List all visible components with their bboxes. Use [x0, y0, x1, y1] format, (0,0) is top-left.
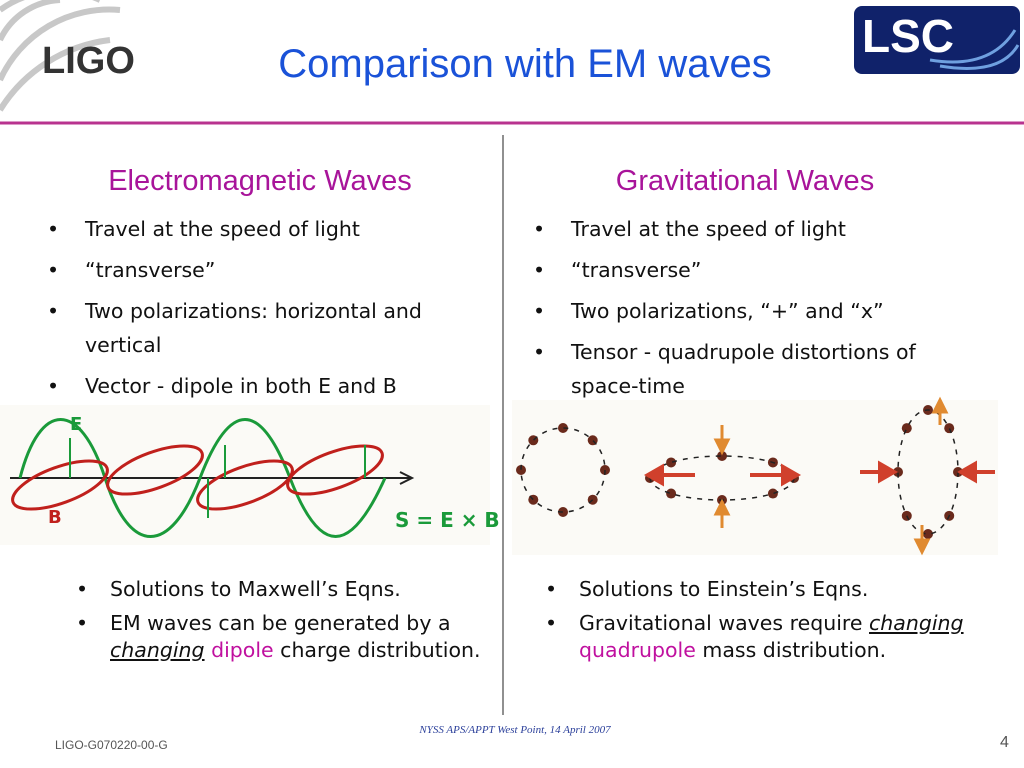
column-heading: Electromagnetic Waves — [108, 165, 412, 197]
note-list: Solutions to Maxwell’s Eqns. EM waves can… — [76, 576, 496, 671]
note-text: changing — [869, 611, 964, 635]
page-number: 4 — [1000, 734, 1009, 751]
ring-dot — [923, 529, 933, 539]
logo-swirl — [929, 29, 1020, 70]
bullet-list: Travel at the speed of light “transverse”… — [533, 212, 973, 410]
ligo-arcs — [0, 0, 121, 112]
ring-dot — [558, 423, 568, 433]
ring-dot — [666, 488, 677, 499]
ring-dot — [666, 457, 677, 468]
em-figure: E B S = E × B — [0, 405, 500, 545]
doc-id: LIGO-G070220-00-G — [55, 738, 168, 752]
bullet: Two polarizations: horizontal and vertic… — [47, 294, 487, 362]
note: Gravitational waves require changing qua… — [545, 610, 965, 664]
bullet: Two polarizations, “+” and “x” — [533, 294, 973, 328]
note: Solutions to Einstein’s Eqns. — [545, 576, 965, 603]
bullet: Travel at the speed of light — [533, 212, 973, 246]
note-text: quadrupole — [579, 638, 696, 662]
figure-label: E — [70, 414, 82, 435]
bullet: Tensor - quadrupole distortions of space… — [533, 335, 973, 403]
bullet-list: Travel at the speed of light “transverse… — [47, 212, 487, 410]
note-text: Solutions to Einstein’s Eqns. — [579, 577, 869, 601]
column-heading: Gravitational Waves — [615, 165, 875, 197]
logo-left: LIGO — [42, 40, 135, 82]
ring-dot — [767, 488, 778, 499]
note-text: Gravitational waves require — [579, 611, 870, 635]
note-text: mass distribution. — [695, 638, 887, 662]
note: Solutions to Maxwell’s Eqns. — [76, 576, 496, 603]
note: EM waves can be generated by a changing … — [76, 610, 496, 664]
bullet: Travel at the speed of light — [47, 212, 487, 246]
ring-dot — [558, 507, 568, 517]
note-list: Solutions to Einstein’s Eqns. Gravitation… — [545, 576, 965, 671]
bullet: “transverse” — [533, 253, 973, 287]
ring-dot — [516, 465, 526, 475]
figure-label: S = E × B — [395, 508, 500, 532]
slide-title: Comparison with EM waves — [278, 42, 772, 86]
ring-dot — [901, 423, 912, 434]
gw-figure — [512, 396, 998, 556]
ring-dot — [717, 451, 727, 461]
event: NYSS APS/APPT West Point, 14 April 2007 — [419, 724, 611, 736]
note-text: EM waves can be generated by a — [110, 611, 451, 635]
bullet: “transverse” — [47, 253, 487, 287]
logo-right: LSC — [862, 10, 954, 62]
figure-label: B — [48, 507, 62, 528]
note-text: dipole — [211, 638, 274, 662]
note-text: Solutions to Maxwell’s Eqns. — [110, 577, 401, 601]
note-text: changing — [110, 638, 205, 662]
ring-dot — [944, 423, 955, 434]
bullet: Vector - dipole in both E and B — [47, 369, 487, 403]
note-text: charge distribution. — [273, 638, 481, 662]
